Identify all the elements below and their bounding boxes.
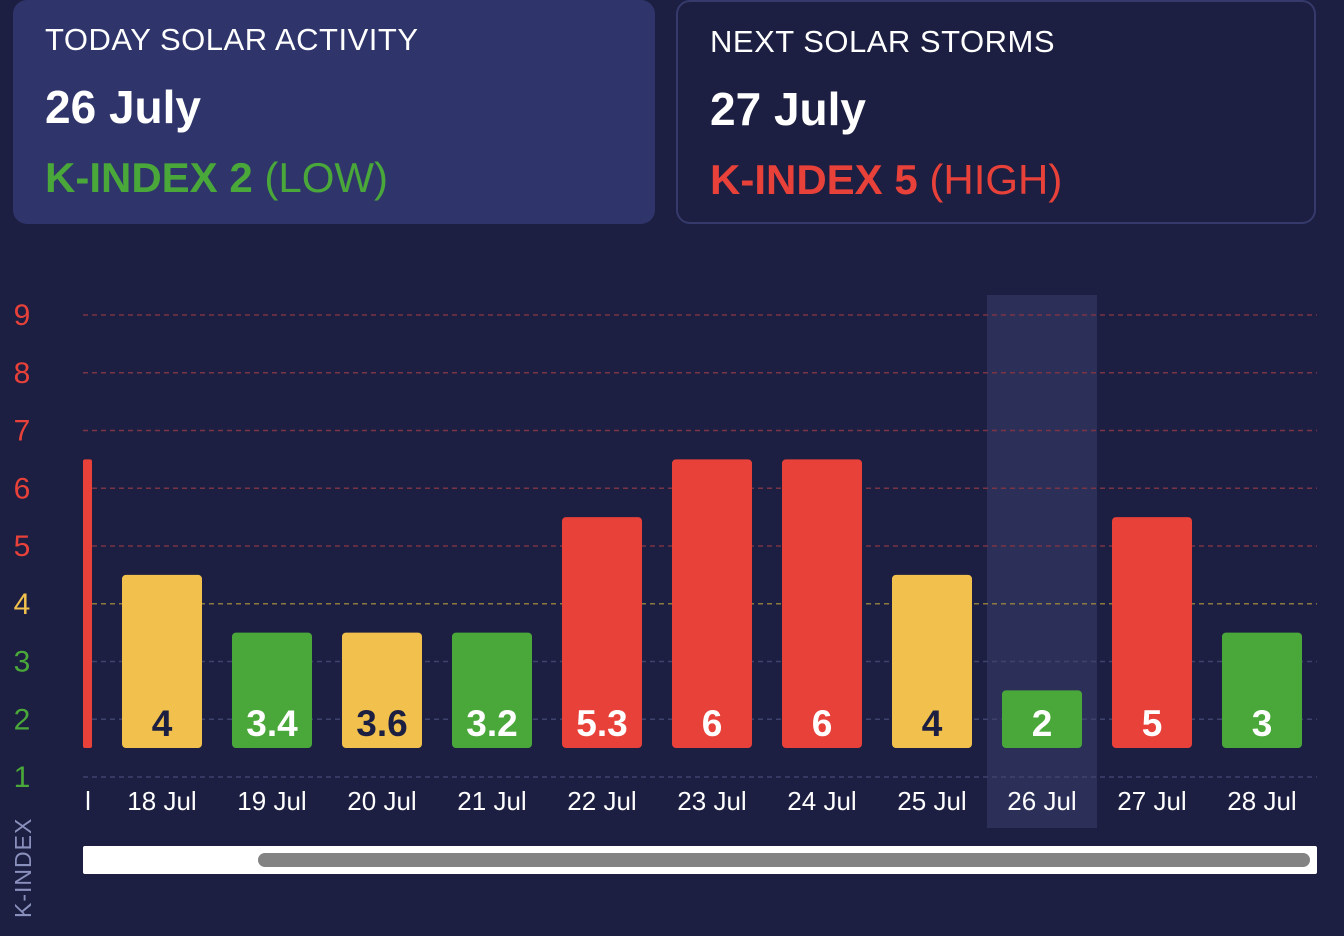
bar-27-jul — [1112, 517, 1192, 748]
y-tick-label: 1 — [14, 761, 31, 794]
x-tick-label: 23 Jul — [677, 786, 746, 816]
x-tick-label-partial: l — [85, 786, 91, 816]
bar-18-jul — [122, 574, 202, 748]
bar-value-label: 6 — [812, 703, 833, 744]
y-tick-label: 5 — [14, 530, 31, 563]
today-activity-card[interactable]: TODAY SOLAR ACTIVITY 26 July K-INDEX 2 (… — [13, 0, 655, 224]
y-tick-label: 6 — [14, 472, 31, 505]
x-tick-label: 24 Jul — [787, 786, 856, 816]
bar-25-jul — [892, 574, 972, 748]
bar-value-label: 5.3 — [576, 703, 627, 744]
bar-partial — [83, 459, 92, 748]
highlight-column — [987, 295, 1097, 828]
x-tick-label: 18 Jul — [127, 786, 196, 816]
bar-value-label: 3 — [1252, 703, 1273, 744]
bar-24-jul — [782, 459, 862, 748]
x-tick-label: 19 Jul — [237, 786, 306, 816]
bar-value-label: 4 — [922, 703, 943, 744]
today-date: 26 July — [45, 81, 201, 133]
bar-26-jul — [1002, 690, 1082, 748]
y-tick-label: 9 — [14, 299, 31, 332]
x-tick-label: 25 Jul — [897, 786, 966, 816]
today-label: TODAY SOLAR ACTIVITY — [45, 22, 419, 57]
today-kindex: K-INDEX 2 (LOW) — [45, 154, 623, 202]
kindex-bar-chart: 1 2 3 4 5 6 7 8 9 l 4 18 Jul 3.4 19 Jul 3.6 20 Jul 3.2 21… — [14, 295, 1317, 828]
bar-19-jul — [232, 632, 312, 748]
bar-value-label: 5 — [1142, 703, 1163, 744]
today-kindex-level: (LOW) — [264, 154, 389, 201]
bar-value-label: 3.4 — [246, 703, 298, 744]
bar-22-jul — [562, 517, 642, 748]
next-kindex-value: K-INDEX 5 — [710, 156, 918, 203]
next-kindex: K-INDEX 5 (HIGH) — [710, 156, 1282, 204]
y-tick-label: 8 — [14, 357, 31, 390]
bar-value-label: 2 — [1032, 703, 1053, 744]
x-tick-label: 21 Jul — [457, 786, 526, 816]
x-tick-label: 26 Jul — [1007, 786, 1076, 816]
bar-21-jul — [452, 632, 532, 748]
y-tick-label: 7 — [14, 415, 31, 448]
x-tick-label: 28 Jul — [1227, 786, 1296, 816]
y-tick-label: 3 — [14, 646, 31, 679]
bar-value-label: 4 — [152, 703, 173, 744]
x-tick-label: 27 Jul — [1117, 786, 1186, 816]
bar-20-jul — [342, 632, 422, 748]
bar-28-jul — [1222, 632, 1302, 748]
today-kindex-value: K-INDEX 2 — [45, 154, 253, 201]
bar-value-label: 6 — [702, 703, 723, 744]
bar-value-label: 3.2 — [466, 703, 517, 744]
bar-23-jul — [672, 459, 752, 748]
y-tick-label: 2 — [14, 703, 31, 736]
chart-scrollbar[interactable] — [83, 846, 1317, 874]
bar-value-label: 3.6 — [356, 703, 407, 744]
next-kindex-level: (HIGH) — [929, 156, 1063, 203]
next-storms-card[interactable]: NEXT SOLAR STORMS 27 July K-INDEX 5 (HIG… — [676, 0, 1316, 224]
next-date: 27 July — [710, 83, 866, 135]
x-tick-label: 20 Jul — [347, 786, 416, 816]
scrollbar-thumb[interactable] — [258, 853, 1310, 867]
x-tick-label: 22 Jul — [567, 786, 636, 816]
y-axis-title: K-INDEX — [10, 817, 36, 918]
next-label: NEXT SOLAR STORMS — [710, 24, 1055, 59]
y-tick-label: 4 — [14, 588, 31, 621]
